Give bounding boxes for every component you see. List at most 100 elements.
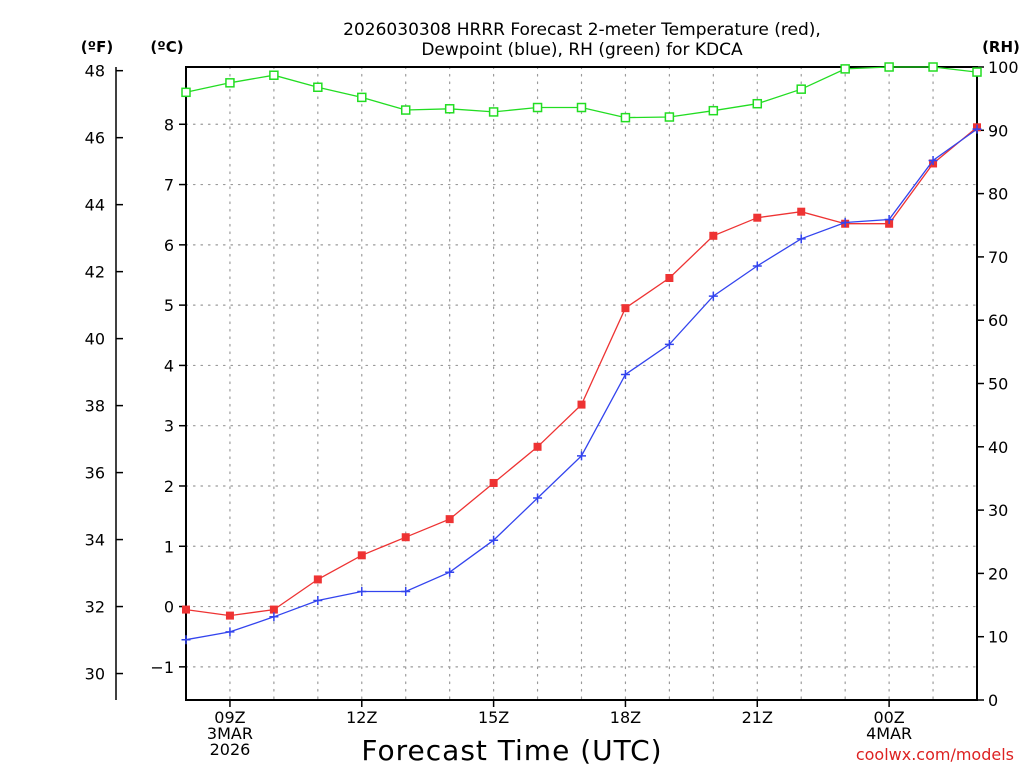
data-series <box>181 62 982 645</box>
rh-point <box>269 70 279 80</box>
celsius-tick-label: 2 <box>164 477 174 496</box>
rh-tick-label: 90 <box>988 121 1008 140</box>
temperature-point <box>401 533 410 542</box>
dewpoint-point <box>357 586 367 596</box>
celsius-tick-label: 6 <box>164 236 174 255</box>
chart-title-line-1: 2026030308 HRRR Forecast 2-meter Tempera… <box>343 20 821 40</box>
rh-point <box>400 105 411 115</box>
rh-point <box>488 107 499 117</box>
dewpoint-point <box>269 612 279 622</box>
dewpoint-point <box>928 155 938 165</box>
time-tick-label: 00Z <box>873 708 904 727</box>
temperature-point <box>225 611 234 620</box>
fahrenheit-tick-label: 38 <box>85 397 105 416</box>
rh-point <box>972 67 982 77</box>
rh-axis: 0 10 20 30 40 50 60 70 80 90 100 <box>977 58 1019 710</box>
temperature-point <box>709 231 718 240</box>
temperature-line <box>185 126 978 617</box>
dewpoint-point <box>796 234 806 244</box>
rh-tick-label: 0 <box>988 691 998 710</box>
series-rh <box>181 62 982 123</box>
fahrenheit-tick-label: 44 <box>85 196 105 215</box>
credit-text: coolwx.com/models <box>856 745 1014 764</box>
series-temperature <box>182 123 981 620</box>
grid-lines <box>185 66 978 701</box>
fahrenheit-tick-label: 30 <box>85 665 105 684</box>
temperature-point <box>489 478 498 487</box>
fahrenheit-tick-label: 48 <box>85 62 105 81</box>
time-tick-label: 21Z <box>742 708 773 727</box>
dewpoint-point <box>620 369 630 379</box>
time-tick-label: 3MAR <box>207 724 253 743</box>
dewpoint-point <box>489 535 499 545</box>
temperature-point <box>577 400 586 409</box>
dewpoint-point <box>225 627 235 637</box>
rh-point <box>708 105 719 116</box>
rh-point <box>664 112 675 122</box>
temperature-point <box>753 213 762 222</box>
rh-point <box>357 92 367 103</box>
fahrenheit-axis-label: (ºF) <box>81 38 113 56</box>
time-tick-label: 2026 <box>210 740 251 759</box>
temperature-point <box>269 605 278 614</box>
fahrenheit-tick-label: 46 <box>85 129 105 148</box>
dewpoint-point <box>664 339 674 349</box>
rh-point <box>752 98 763 109</box>
rh-axis-label: (RH) <box>982 38 1020 56</box>
time-tick-label: 18Z <box>610 708 641 727</box>
time-tick-label: 12Z <box>346 708 377 727</box>
dewpoint-point <box>181 635 191 645</box>
rh-point <box>313 82 323 93</box>
rh-tick-label: 80 <box>988 185 1008 204</box>
celsius-tick-label: 7 <box>164 176 174 195</box>
dewpoint-point <box>401 586 411 596</box>
temperature-point <box>357 551 366 560</box>
x-axis-title: Forecast Time (UTC) <box>361 734 662 767</box>
dewpoint-point <box>577 451 586 461</box>
dewpoint-point <box>840 218 850 228</box>
rh-tick-label: 10 <box>988 628 1008 647</box>
celsius-tick-label: 8 <box>164 115 174 134</box>
celsius-tick-label: 1 <box>164 537 174 556</box>
rh-point <box>620 112 631 123</box>
temperature-point <box>313 575 322 584</box>
time-tick-label: 15Z <box>478 708 509 727</box>
temperature-point <box>665 274 674 282</box>
fahrenheit-tick-label: 36 <box>85 464 105 483</box>
dewpoint-point <box>533 493 543 503</box>
dewpoint-point <box>313 596 323 606</box>
rh-tick-label: 100 <box>988 58 1019 77</box>
temperature-point <box>182 605 190 614</box>
fahrenheit-tick-label: 42 <box>85 263 105 282</box>
rh-point <box>444 104 455 114</box>
temperature-point <box>445 515 454 524</box>
chart-title-line-2: Dewpoint (blue), RH (green) for KDCA <box>421 40 743 60</box>
axes <box>115 66 978 701</box>
fahrenheit-tick-label: 40 <box>85 330 105 349</box>
dewpoint-point <box>752 261 762 271</box>
temperature-point <box>797 207 806 216</box>
series-dewpoint <box>181 124 982 645</box>
dewpoint-point <box>884 215 894 225</box>
celsius-axis: −1 0 1 2 3 4 5 6 7 8 <box>150 115 186 677</box>
rh-tick-label: 60 <box>988 311 1008 330</box>
fahrenheit-axis: 30 32 34 36 38 40 42 44 46 48 <box>85 62 123 684</box>
celsius-tick-label: −1 <box>150 658 174 677</box>
celsius-axis-label: (ºC) <box>150 38 183 56</box>
rh-point <box>576 102 587 113</box>
rh-point <box>181 87 191 98</box>
celsius-tick-label: 0 <box>164 598 174 617</box>
dewpoint-point <box>445 567 455 577</box>
rh-tick-label: 70 <box>988 248 1008 267</box>
temperature-point <box>533 442 542 451</box>
dewpoint-point <box>972 124 982 134</box>
rh-point <box>840 64 850 74</box>
rh-point <box>928 62 938 72</box>
fahrenheit-tick-label: 32 <box>85 598 105 617</box>
rh-point <box>532 102 543 113</box>
rh-tick-label: 20 <box>988 564 1008 583</box>
temperature-point <box>621 304 630 313</box>
dewpoint-point <box>708 291 718 301</box>
